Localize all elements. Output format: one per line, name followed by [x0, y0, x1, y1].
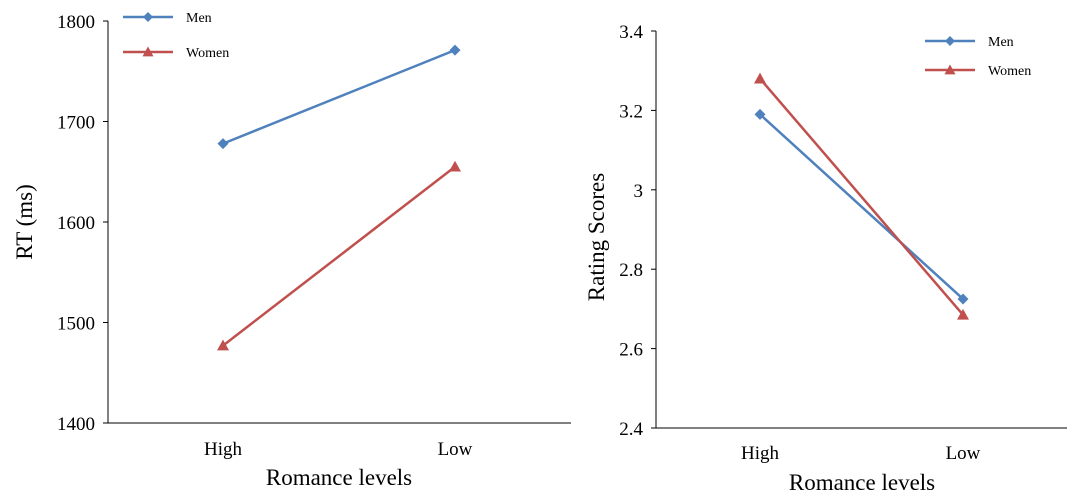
- series-group-left: [217, 44, 461, 351]
- series-group-right: [754, 72, 969, 320]
- x-axis-title-left: Romance levels: [266, 465, 412, 490]
- series-line-women: [759, 77, 964, 316]
- y-tick-label: 3: [634, 181, 644, 202]
- chart-left: RT (ms) Romance levels 14001500160017001…: [12, 11, 571, 490]
- x-tick-label: High: [741, 443, 780, 464]
- legend-label-women: Women: [988, 64, 1031, 79]
- y-axis-title-right: Rating Scores: [584, 173, 609, 301]
- x-axis-title-right: Romance levels: [789, 470, 935, 494]
- y-tick-label: 2.8: [619, 260, 643, 281]
- legend-label-women: Women: [186, 46, 229, 61]
- legend-marker-women: [944, 64, 956, 75]
- y-tick-label: 1700: [57, 113, 95, 134]
- x-tick-label: Low: [438, 439, 473, 460]
- data-point-men: [217, 138, 229, 150]
- data-point-men: [754, 108, 766, 120]
- y-tick-label: 2.6: [619, 340, 643, 361]
- legend-right: Men Women: [925, 35, 1031, 79]
- series-line-women: [222, 165, 456, 347]
- tick-group-right: 2.4 2.6 2.8 3 3.2 3.4 High Low: [619, 22, 980, 464]
- chart-right: Rating Scores Romance levels 2.4 2.6 2.8 3 3…: [584, 22, 1067, 494]
- data-point-women: [217, 339, 229, 351]
- data-point-women: [449, 160, 461, 172]
- legend-label-men: Men: [186, 11, 212, 26]
- legend-label-men: Men: [988, 35, 1014, 50]
- legend-marker-men: [143, 12, 153, 22]
- tick-group-left: 1400 1500 1600 1700 1800 High Low: [57, 12, 473, 460]
- legend-left: Men Women: [123, 11, 229, 61]
- y-tick-label: 1800: [57, 12, 95, 33]
- y-tick-label: 1400: [57, 414, 95, 435]
- y-tick-label: 1500: [57, 314, 95, 335]
- x-tick-label: High: [204, 439, 243, 460]
- x-tick-label: Low: [946, 443, 981, 464]
- data-point-men: [449, 44, 461, 56]
- legend-marker-women: [142, 46, 154, 57]
- y-tick-label: 3.2: [619, 101, 643, 122]
- series-line-men: [759, 113, 964, 300]
- y-axis-title-left: RT (ms): [12, 184, 37, 260]
- data-point-men: [957, 293, 969, 305]
- y-tick-label: 1600: [57, 213, 95, 234]
- data-point-women: [754, 72, 766, 84]
- series-line-men: [222, 48, 456, 145]
- y-tick-label: 3.4: [619, 22, 643, 43]
- data-point-women: [957, 308, 969, 320]
- y-tick-label: 2.4: [619, 419, 643, 440]
- legend-marker-men: [945, 36, 955, 46]
